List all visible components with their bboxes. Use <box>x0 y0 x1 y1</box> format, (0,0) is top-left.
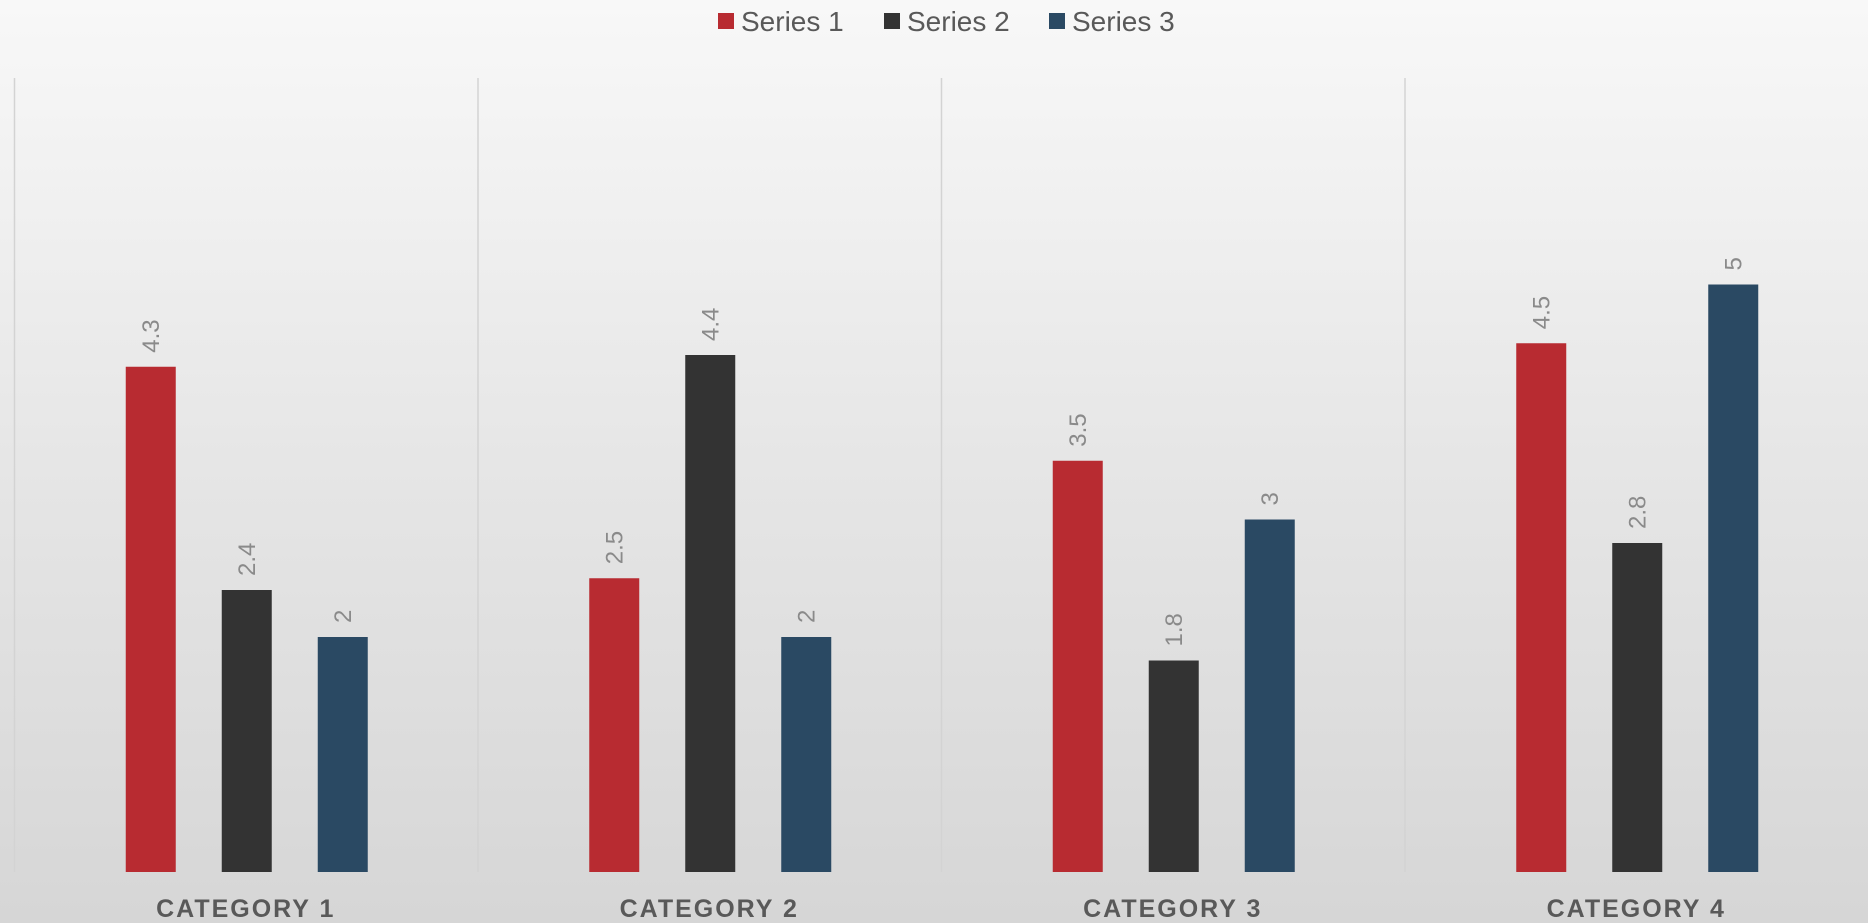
legend-item: Series 3 <box>1049 6 1175 37</box>
data-label: 1.8 <box>1161 613 1188 646</box>
data-label: 2 <box>330 610 357 623</box>
bar <box>1708 284 1759 872</box>
bar <box>125 366 176 872</box>
legend-label: Series 1 <box>741 6 844 37</box>
legend-item: Series 2 <box>884 6 1010 37</box>
legend-swatch <box>1049 13 1065 29</box>
bar <box>1148 660 1199 872</box>
data-label: 3.5 <box>1065 413 1092 446</box>
legend: Series 1 Series 2 Series 3 <box>718 6 1175 37</box>
category-tick-label: CATEGORY 4 <box>1547 895 1726 923</box>
data-label: 4.5 <box>1528 296 1555 329</box>
legend-swatch <box>884 13 900 29</box>
data-label: 4.3 <box>138 319 165 352</box>
bar <box>1052 460 1103 872</box>
legend-label: Series 2 <box>907 6 1010 37</box>
bar <box>221 590 272 872</box>
data-label: 3 <box>1257 492 1284 505</box>
bar <box>317 637 368 872</box>
data-label: 2 <box>793 610 820 623</box>
legend-item: Series 1 <box>718 6 844 37</box>
bar <box>1612 543 1663 872</box>
legend-swatch <box>718 13 734 29</box>
x-axis: CATEGORY 1 CATEGORY 2 CATEGORY 3 CATEGORY 4 <box>156 895 1726 923</box>
category-tick-label: CATEGORY 3 <box>1083 895 1262 923</box>
data-label: 4.4 <box>697 308 724 341</box>
data-label: 5 <box>1720 257 1747 270</box>
data-label: 2.4 <box>234 543 261 576</box>
bar <box>685 355 736 872</box>
data-label: 2.5 <box>601 531 628 564</box>
category-separators <box>13 78 1406 872</box>
bar <box>589 578 640 872</box>
category-tick-label: CATEGORY 2 <box>620 895 799 923</box>
category-tick-label: CATEGORY 1 <box>156 895 335 923</box>
bar <box>781 637 832 872</box>
bars-layer <box>125 284 1759 872</box>
bar <box>1516 343 1567 872</box>
data-label: 2.8 <box>1624 496 1651 529</box>
bar <box>1244 519 1295 872</box>
data-labels-layer: 4.3 2.4 2 2.5 4.4 2 3.5 1.8 3 4.5 2.8 5 <box>138 257 1748 646</box>
legend-label: Series 3 <box>1072 6 1175 37</box>
